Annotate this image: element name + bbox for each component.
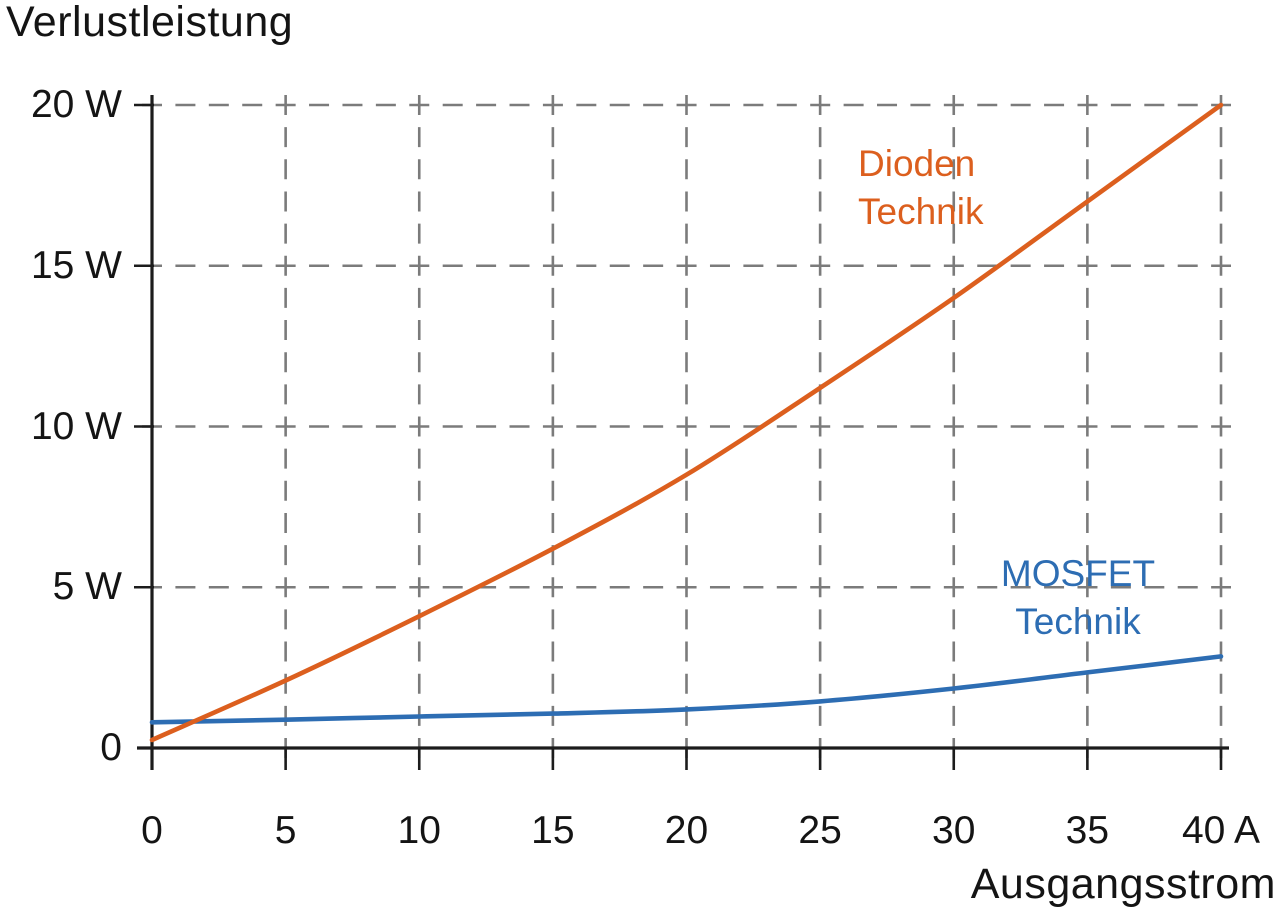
- x-tick-label: 35: [1065, 809, 1110, 852]
- axes: [134, 95, 1229, 770]
- x-tick-label: 25: [798, 809, 842, 852]
- series-line-dioden-technik: [149, 102, 1224, 743]
- y-tick-label: 10 W: [30, 404, 122, 448]
- y-tick-label: 5 W: [52, 565, 122, 609]
- x-tick-label: 0: [141, 809, 163, 852]
- series-label-line: Technik: [1015, 601, 1141, 642]
- x-tick-label: 40 A: [1181, 809, 1261, 852]
- series-label-line: Dioden: [858, 143, 976, 184]
- series-label-line: MOSFET: [1000, 553, 1156, 594]
- x-tick-label: 5: [274, 809, 297, 852]
- series-lines: [149, 102, 1224, 743]
- series-label-line: Technik: [858, 191, 984, 232]
- series-label-mosfet-technik: MOSFET Technik: [928, 550, 1228, 646]
- gridlines: [142, 95, 1231, 758]
- x-axis-title: Ausgangsstrom: [970, 860, 1276, 908]
- y-tick-label: 20 W: [30, 83, 122, 126]
- chart-title: Verlustleistung: [6, 0, 294, 46]
- x-tick-label: 30: [932, 809, 976, 852]
- series-line-mosfet-technik: [149, 654, 1224, 725]
- y-tick-label: 15 W: [30, 243, 122, 287]
- x-tick-label: 15: [531, 809, 575, 852]
- x-tick-label: 10: [397, 809, 441, 852]
- series-label-dioden-technik: Dioden Technik: [858, 140, 983, 236]
- x-tick-label: 20: [664, 809, 709, 852]
- y-tick-label: 0: [100, 726, 122, 769]
